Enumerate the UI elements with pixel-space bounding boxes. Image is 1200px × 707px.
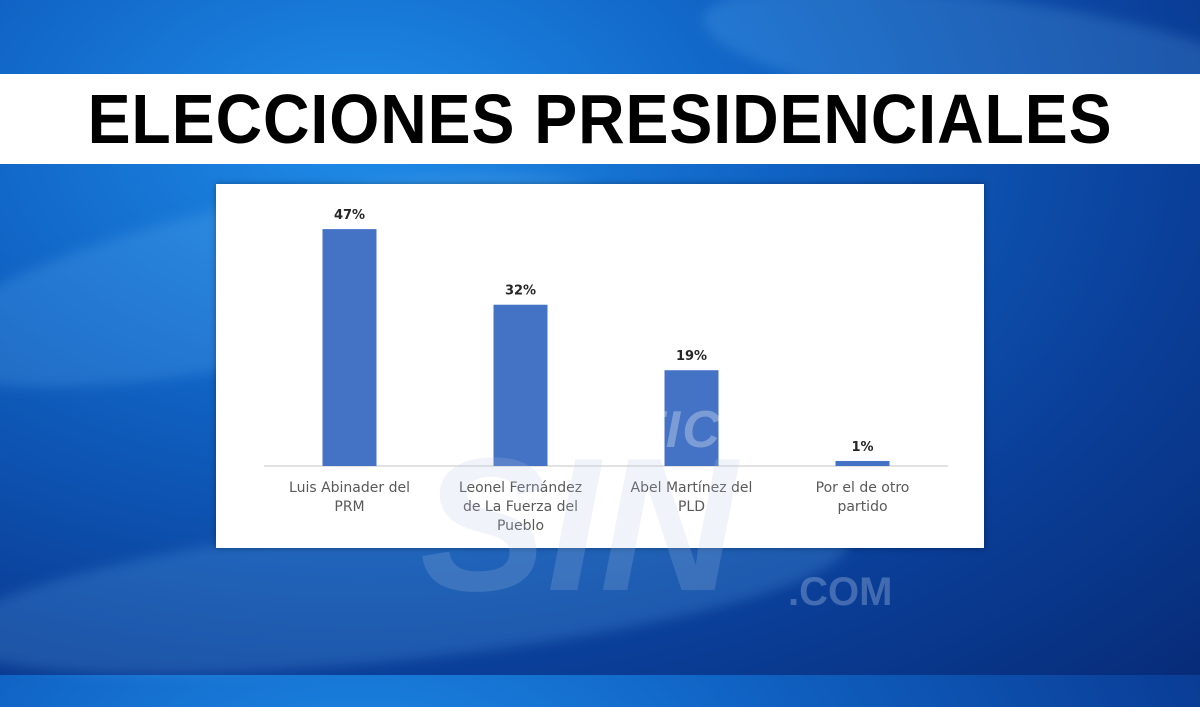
data-label-1: 32% (505, 284, 536, 299)
bar-3 (835, 460, 890, 466)
category-label-3-line-0: Por el de otro (816, 480, 910, 496)
category-label-3-line-1: partido (837, 499, 887, 515)
category-label-2-line-0: Abel Martínez del (631, 480, 753, 496)
bar-0 (322, 229, 377, 466)
category-label-2-line-1: PLD (678, 499, 705, 515)
chart-card: 47% Luis Abinader del PRM 32% Leonel Fernánd… (216, 184, 984, 548)
title-band: ELECCIONES PRESIDENCIALES (0, 74, 1200, 164)
category-label-1-line-1: de La Fuerza del (463, 499, 578, 515)
data-label-2: 19% (676, 349, 707, 364)
page-title: ELECCIONES PRESIDENCIALES (87, 80, 1113, 158)
data-label-0: 47% (334, 208, 365, 223)
category-label-1-line-0: Leonel Fernández (459, 480, 582, 496)
bar-2 (664, 370, 719, 466)
category-label-0-line-0: Luis Abinader del (289, 480, 410, 496)
bar-chart: 47% Luis Abinader del PRM 32% Leonel Fernánd… (264, 208, 948, 534)
data-label-3: 1% (851, 440, 873, 455)
category-label-1-line-2: Pueblo (497, 518, 544, 534)
bar-1 (493, 304, 548, 466)
category-label-0-line-1: PRM (334, 499, 364, 515)
